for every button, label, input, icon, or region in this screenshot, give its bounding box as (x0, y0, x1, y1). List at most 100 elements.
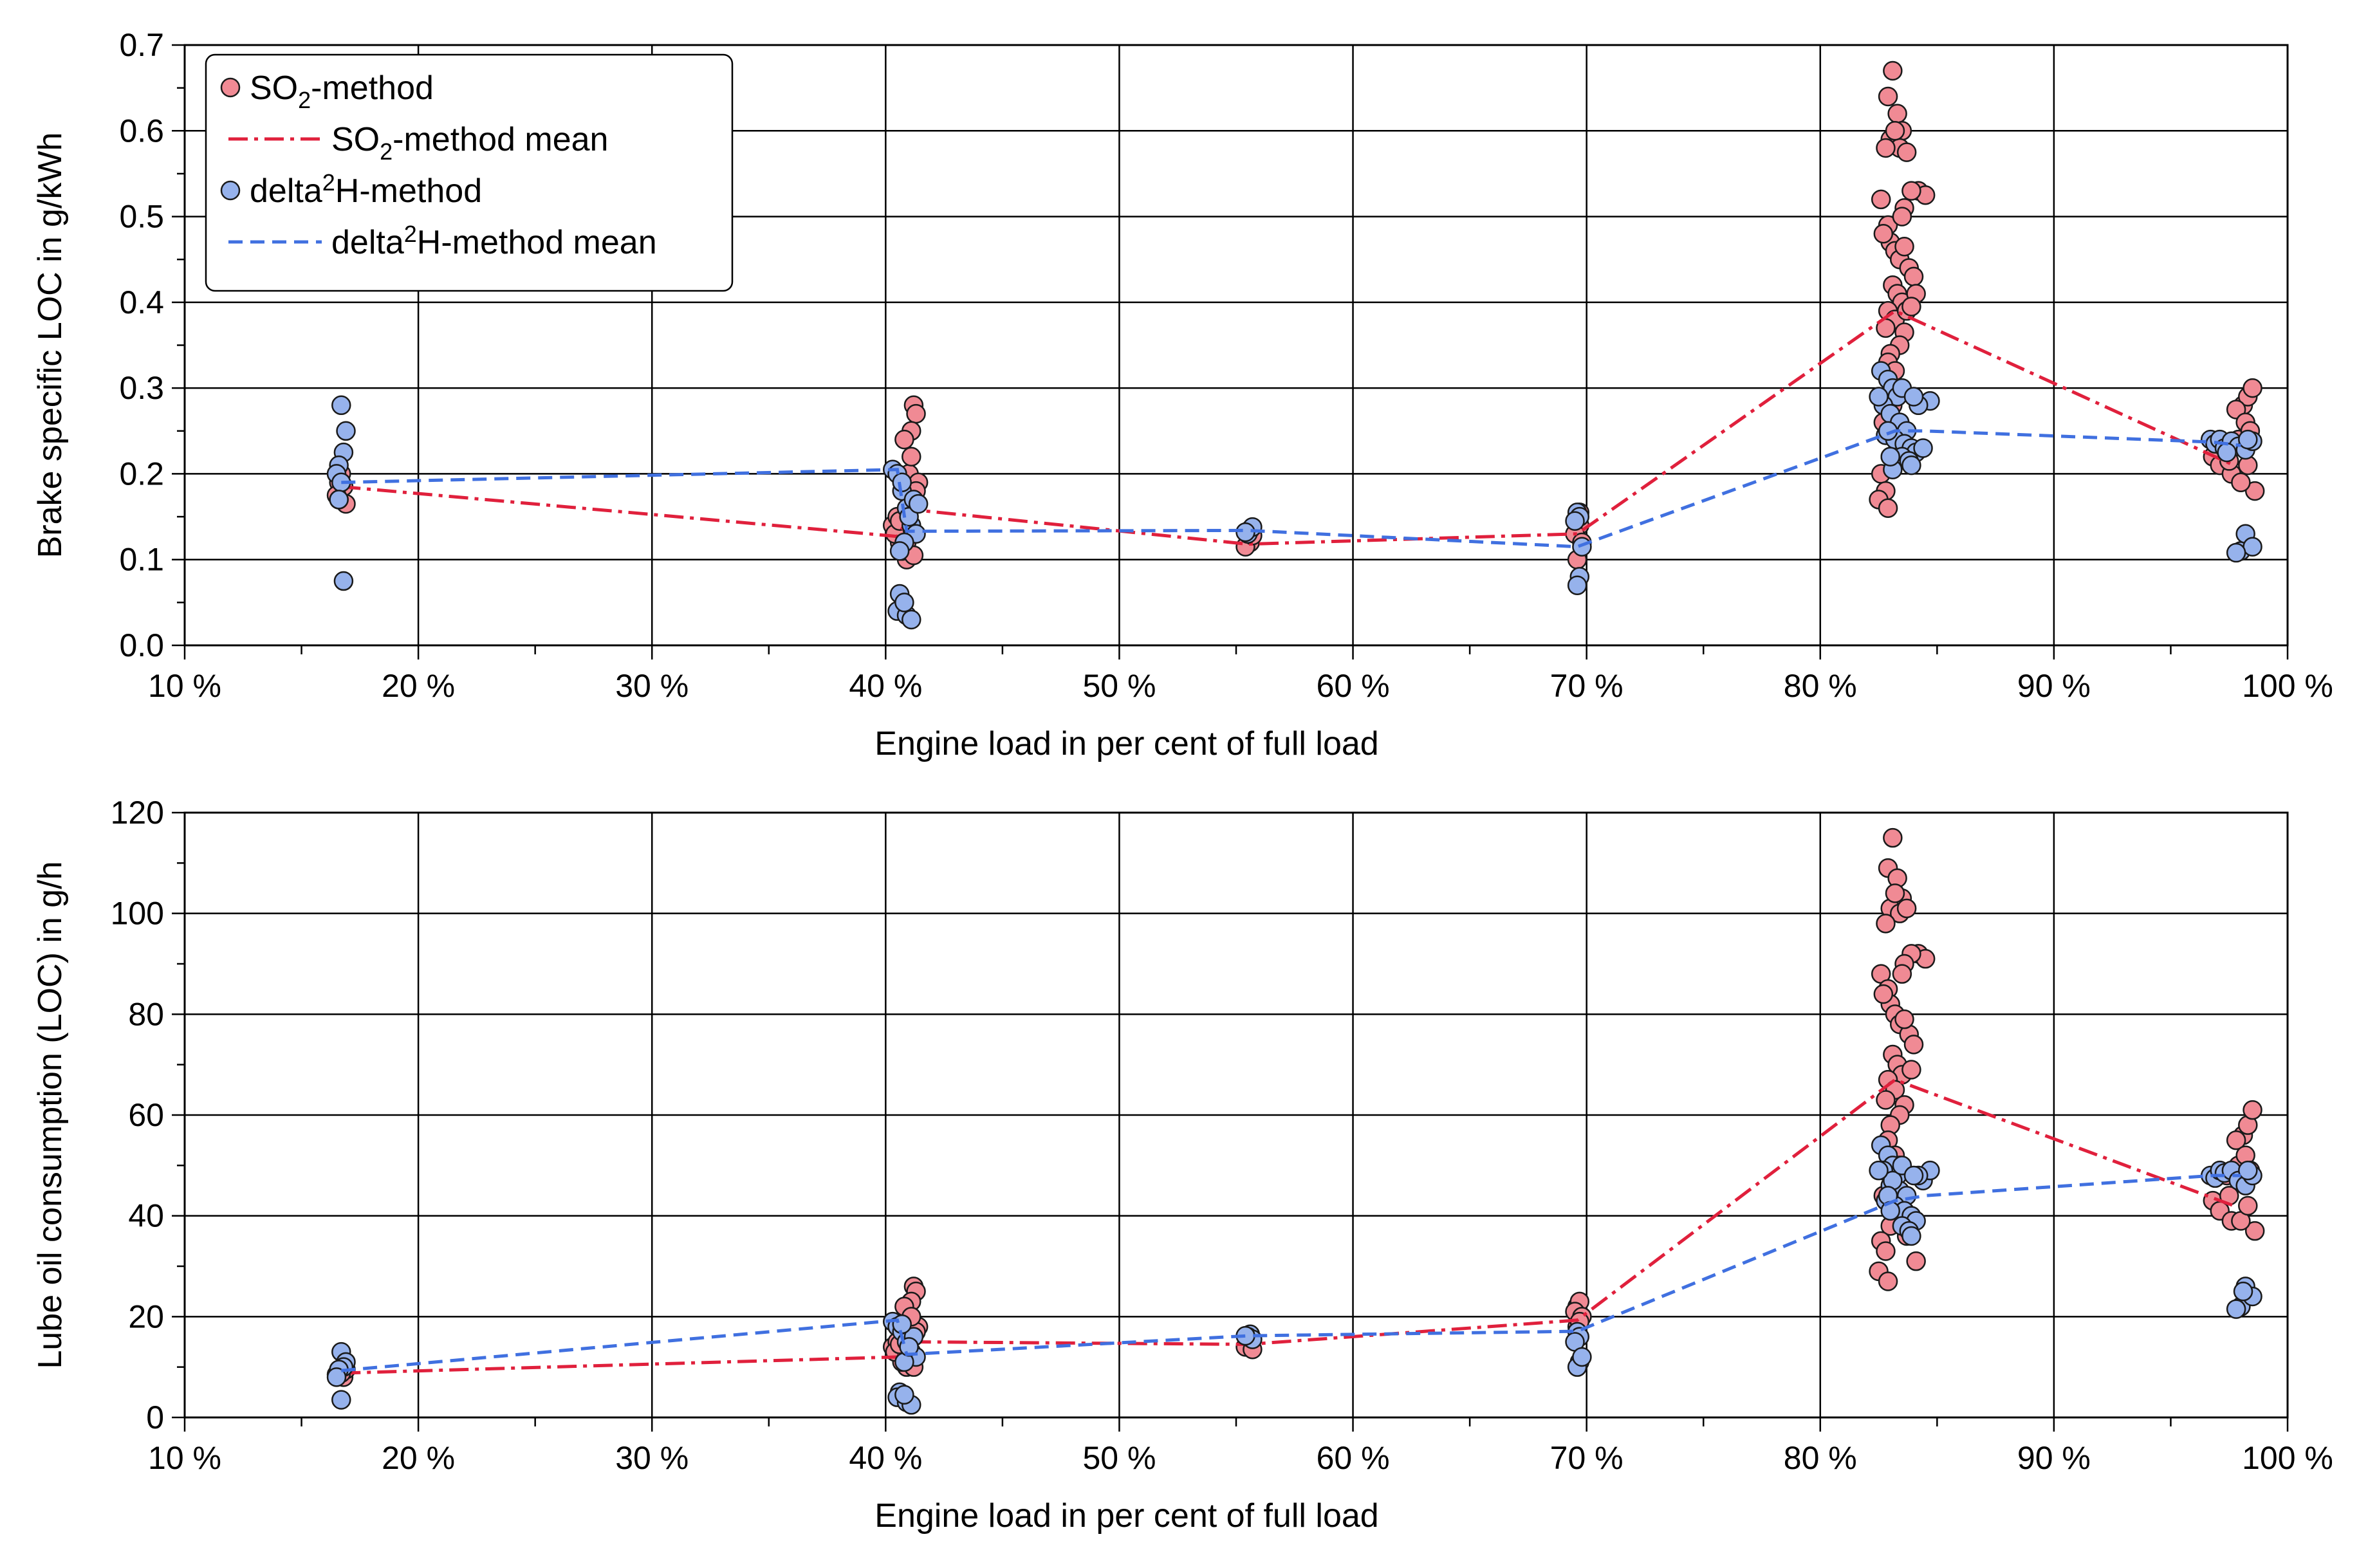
data-point (1876, 914, 1896, 934)
plot-area (326, 60, 2265, 630)
x-axis-label: Engine load in per cent of full load (874, 725, 1378, 762)
x-tick-label: 20 % (382, 668, 455, 704)
y-tick-label: 0.2 (119, 456, 164, 492)
x-tick-label: 90 % (2017, 668, 2091, 704)
x-tick-label: 20 % (382, 1440, 455, 1476)
data-point (1876, 1241, 1896, 1261)
data-point (1873, 223, 1894, 244)
data-point (1887, 104, 1907, 124)
data-point (1565, 511, 1585, 531)
data-point (1567, 575, 1587, 595)
data-point (1901, 1226, 1921, 1246)
x-tick-label: 80 % (1784, 668, 1857, 704)
data-point (894, 593, 914, 613)
data-point (1894, 1009, 1914, 1029)
x-tick-label: 60 % (1317, 668, 1390, 704)
data-point (1903, 1165, 1924, 1186)
legend-marker (220, 180, 241, 201)
data-point (1883, 60, 1903, 81)
x-tick-label: 80 % (1784, 1440, 1857, 1476)
x-tick-label: 100 % (2242, 668, 2333, 704)
data-point (2238, 1160, 2258, 1181)
data-point (336, 421, 356, 441)
chart-panel-top: 10 % 20 % 30 % 40 % 50 % 60 % 70 % 80 % 90 % 100 … (32, 27, 2333, 762)
mean-line (341, 309, 2235, 546)
data-point (908, 493, 929, 514)
data-point (892, 472, 912, 493)
data-point (329, 490, 349, 510)
data-point (906, 403, 926, 424)
y-tick-label: 0.3 (119, 370, 164, 406)
data-point (1901, 297, 1921, 317)
legend-item: SO2-method mean (228, 121, 608, 165)
data-point (1869, 387, 1889, 407)
data-point (2226, 1299, 2246, 1319)
x-tick-label: 90 % (2017, 1440, 2091, 1476)
mean-line (341, 1078, 2235, 1375)
x-axis-label: Engine load in per cent of full load (874, 1497, 1378, 1535)
data-point (1894, 236, 1914, 257)
y-axis-label: Brake specific LOC in g/kWh (32, 133, 69, 558)
data-point (1885, 121, 1905, 141)
data-point (2243, 1100, 2262, 1120)
data-point (1880, 447, 1900, 467)
x-tick-label: 70 % (1550, 668, 1624, 704)
series-so2-method-mean (341, 309, 2235, 546)
plot-area (326, 827, 2265, 1415)
data-point (1901, 1060, 1921, 1080)
data-point (902, 447, 921, 467)
data-point (1871, 189, 1891, 210)
x-tick-label: 60 % (1317, 1440, 1390, 1476)
x-tick-label: 30 % (615, 668, 689, 704)
x-tick-label: 40 % (849, 668, 922, 704)
x-tick-label: 50 % (1082, 1440, 1156, 1476)
y-tick-label: 0.7 (119, 27, 164, 63)
data-point (2244, 481, 2265, 501)
y-tick-label: 0.5 (119, 199, 164, 235)
data-point (326, 1367, 347, 1387)
legend-marker (220, 77, 241, 98)
data-point (1901, 455, 1921, 475)
legend-label: delta2H-method mean (331, 221, 657, 261)
series-so2-method-mean (341, 1078, 2235, 1375)
data-point (1878, 498, 1898, 518)
legend-box (205, 53, 734, 292)
series-delta2h-method (326, 1135, 2262, 1415)
data-point (333, 571, 354, 591)
x-tick-label: 30 % (615, 1440, 689, 1476)
data-point (1876, 138, 1896, 158)
y-tick-label: 0.4 (119, 284, 164, 320)
y-tick-label: 0 (146, 1399, 164, 1435)
data-point (1876, 1090, 1896, 1110)
legend-item: delta2H-method mean (228, 221, 657, 261)
data-point (1906, 1251, 1926, 1271)
y-tick-label: 60 (128, 1097, 164, 1133)
data-point (331, 1390, 351, 1410)
data-point (894, 1385, 914, 1405)
y-tick-label: 0.1 (119, 542, 164, 578)
data-point (1896, 898, 1917, 919)
data-point (2217, 442, 2237, 463)
x-tick-label: 50 % (1082, 668, 1156, 704)
legend-label: delta2H-method (250, 169, 482, 210)
y-axis-label: Lube oil consumption (LOC) in g/h (32, 861, 69, 1369)
x-tick-label: 10 % (148, 668, 221, 704)
data-point (1572, 1347, 1592, 1367)
data-point (1896, 142, 1917, 162)
data-point (2231, 472, 2251, 493)
series-delta2h-method-mean (341, 429, 2241, 549)
data-point (1903, 266, 1924, 287)
y-tick-label: 20 (128, 1298, 164, 1334)
data-point (2238, 429, 2258, 450)
series-delta2h-method-mean (341, 1174, 2241, 1372)
data-point (1883, 827, 1903, 848)
legend-item: SO2-method (220, 69, 434, 113)
data-point (2244, 1221, 2265, 1241)
y-tick-label: 0.0 (119, 627, 164, 663)
data-point (902, 609, 921, 630)
data-point (1885, 883, 1905, 903)
data-point (1913, 438, 1933, 458)
data-point (2233, 1281, 2253, 1302)
